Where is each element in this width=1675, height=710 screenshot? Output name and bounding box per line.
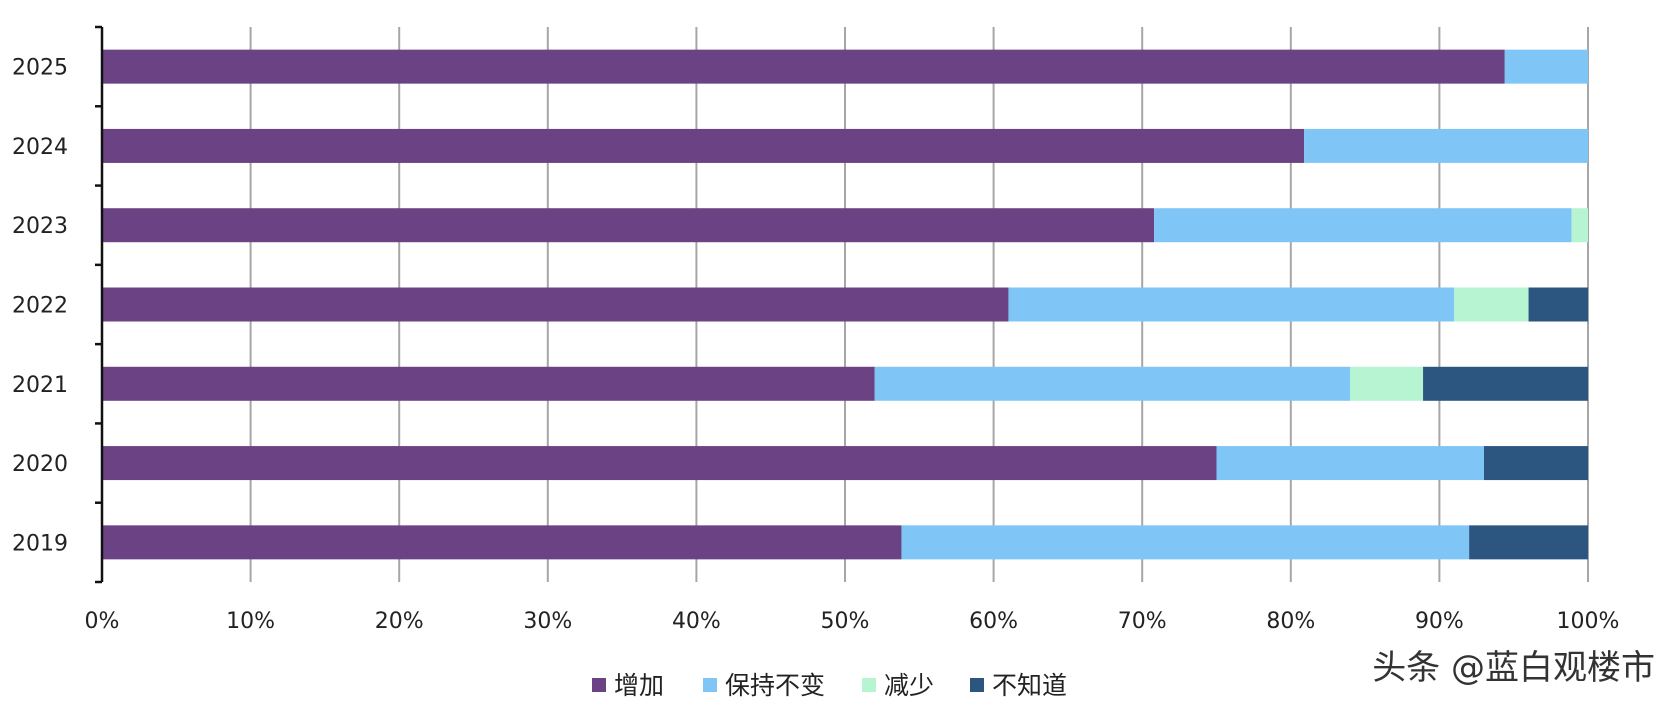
y-tick-label: 2021 [12, 373, 68, 398]
bars [102, 49, 1588, 560]
bar-segment [901, 525, 1470, 560]
x-tick-label: 70% [1118, 609, 1167, 634]
y-tick-label: 2019 [12, 531, 68, 556]
bar-segment [874, 366, 1351, 401]
x-tick-label: 20% [375, 609, 424, 634]
x-tick-label: 10% [226, 609, 275, 634]
legend-swatch [592, 678, 606, 692]
bar-segment [102, 287, 1009, 322]
y-tick-label: 2020 [12, 452, 68, 477]
y-tick-label: 2025 [12, 56, 68, 81]
legend-swatch [862, 678, 876, 692]
y-tick-label: 2024 [12, 135, 68, 160]
bar-segment [1423, 366, 1588, 401]
y-tick-label: 2022 [12, 294, 68, 319]
x-tick-label: 90% [1415, 609, 1464, 634]
legend-swatch [970, 678, 984, 692]
bar-segment [1154, 208, 1572, 243]
bar-segment [1483, 446, 1588, 481]
x-tick-label: 60% [969, 609, 1018, 634]
bar-segment [1008, 287, 1455, 322]
bar-segment [1504, 49, 1588, 84]
bar-segment [1571, 208, 1588, 243]
x-tick-label: 30% [523, 609, 572, 634]
x-tick-label: 40% [672, 609, 721, 634]
legend-label: 增加 [614, 671, 664, 700]
x-tick-label: 50% [821, 609, 870, 634]
x-tick-label: 0% [85, 609, 120, 634]
bar-segment [102, 525, 902, 560]
bar-segment [1304, 128, 1588, 163]
bar-segment [1454, 287, 1529, 322]
axes [95, 25, 104, 584]
tick-labels: 0% 10% 20% 30% 40% 50% 60% 70% 80% 90% 100% 2025 202… [12, 56, 1619, 634]
bar-segment [1469, 525, 1588, 560]
legend-label: 减少 [884, 671, 934, 700]
bar-segment [102, 128, 1305, 163]
y-tick-label: 2023 [12, 214, 68, 239]
legend-label: 不知道 [992, 671, 1067, 700]
bar-segment [1216, 446, 1484, 481]
x-tick-label: 100% [1557, 609, 1620, 634]
bar-segment [1528, 287, 1588, 322]
bar-segment [102, 366, 875, 401]
legend-swatch [703, 678, 717, 692]
bar-segment [1350, 366, 1424, 401]
bar-segment [102, 49, 1505, 84]
legend: 增加 保持不变 减少 不知道 [592, 671, 1067, 700]
bar-segment [102, 208, 1155, 243]
watermark: 头条 @蓝白观楼市 [1372, 648, 1655, 688]
legend-label: 保持不变 [725, 671, 825, 700]
bar-segment [102, 446, 1217, 481]
x-tick-label: 80% [1266, 609, 1315, 634]
